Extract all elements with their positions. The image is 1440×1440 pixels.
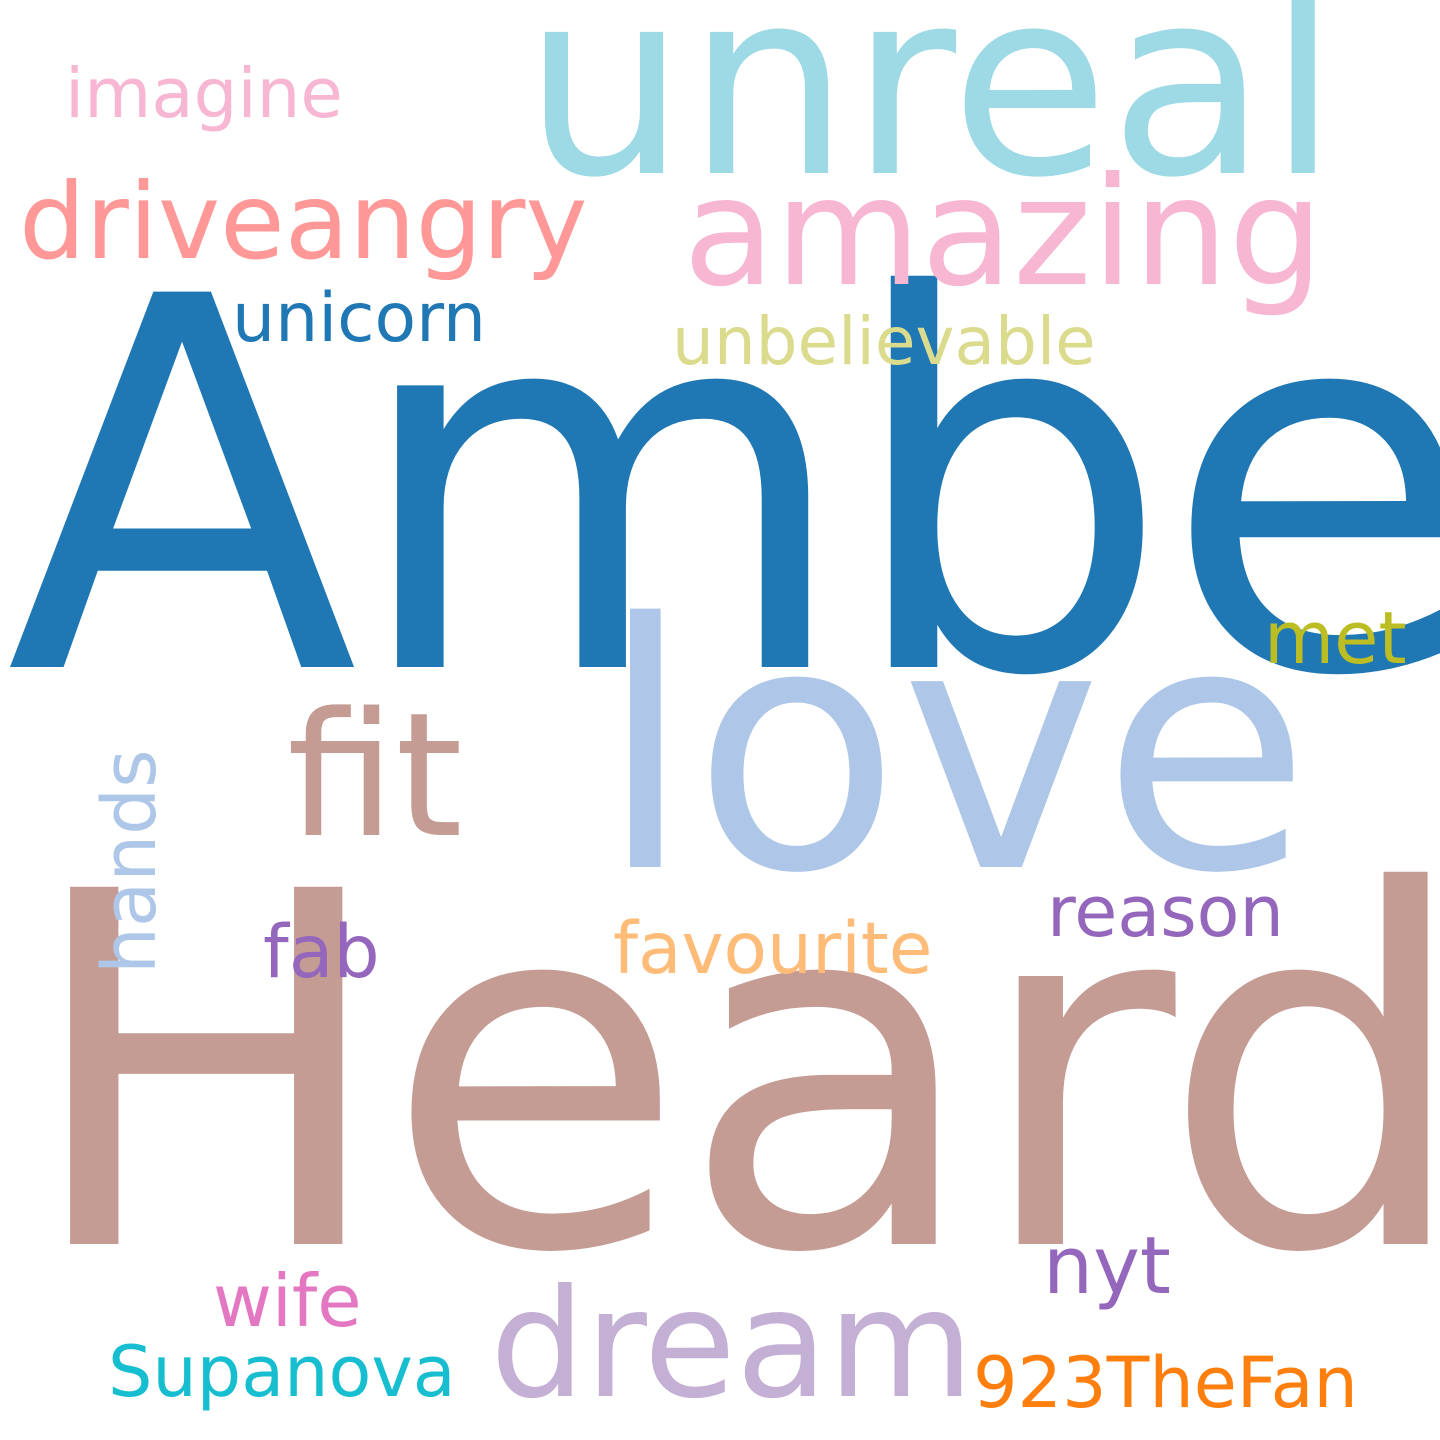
word-fab: fab (263, 910, 380, 995)
word-driveangry: driveangry (19, 161, 588, 283)
word-reason: reason (1047, 871, 1284, 953)
word-heard: Heard (22, 789, 1440, 1360)
word-923thefan: 923TheFan (973, 1342, 1358, 1424)
word-amazing: amazing (683, 146, 1324, 320)
word-love: love (598, 552, 1311, 948)
word-met: met (1264, 596, 1407, 680)
word-favourite: favourite (613, 907, 933, 990)
word-nyt: nyt (1043, 1220, 1171, 1312)
word-dream: dream (490, 1258, 974, 1432)
word-fit: fit (287, 675, 463, 876)
word-amber: Amber (6, 190, 1440, 789)
word-imagine: imagine (65, 54, 343, 134)
word-supanova: Supanova (108, 1331, 456, 1413)
word-unicorn: unicorn (232, 279, 486, 358)
word-unreal: unreal (523, 0, 1339, 234)
word-wife: wife (213, 1259, 362, 1343)
word-unbelievable: unbelievable (672, 303, 1096, 380)
word-hands: hands (87, 749, 173, 974)
